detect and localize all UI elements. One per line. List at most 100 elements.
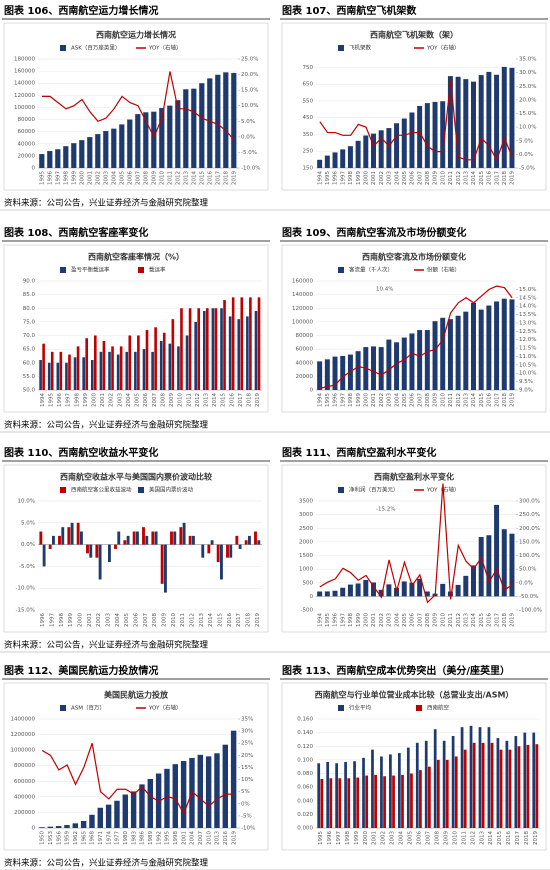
y-tick-label: 2000: [299, 539, 313, 545]
bar: [206, 308, 209, 390]
bar: [501, 298, 507, 390]
x-tick-label: 2011: [448, 171, 454, 185]
bar: [340, 587, 346, 597]
bar: [378, 589, 384, 597]
chart-title: 西南航空客流及市场份额变化: [362, 252, 466, 262]
source: 资料来源：公司公告，兴业证券经济与金融研究院整理: [4, 858, 209, 869]
bar: [424, 591, 430, 597]
chart-title: 西南航空客座率情况（%）: [88, 252, 184, 262]
y-tick-label: 1400000: [11, 717, 36, 723]
bar: [363, 135, 369, 168]
x-tick-label: 2005: [135, 393, 141, 407]
bar: [136, 531, 139, 545]
bar: [70, 522, 74, 545]
bar: [338, 778, 342, 828]
x-tick-label: 2004: [190, 831, 196, 845]
bar: [455, 315, 461, 390]
y2-tick-label: 0%: [241, 801, 250, 807]
bar: [254, 310, 258, 390]
y2-tick-label: 0.0%: [241, 134, 255, 140]
bar: [436, 759, 440, 828]
y-tick-label: 55.0: [23, 374, 36, 380]
x-tick-label: 1997: [336, 831, 342, 845]
legend-label: ASK（百万座英里）: [71, 44, 120, 52]
y-tick-label: 450: [303, 115, 314, 121]
bar: [496, 738, 500, 828]
bar: [230, 730, 237, 828]
x-tick-label: 2018: [502, 393, 508, 407]
x-tick-label: 2016: [487, 171, 493, 185]
x-tick-label: 2005: [402, 393, 408, 407]
x-tick-label: 2002: [379, 393, 385, 407]
x-tick-label: 2016: [223, 831, 229, 845]
bar: [463, 575, 469, 597]
bar: [151, 111, 157, 168]
bar: [226, 544, 229, 558]
bar: [95, 544, 99, 558]
x-tick-label: 2006: [128, 171, 134, 185]
x-tick-label: 2019: [510, 613, 516, 627]
x-tick-label: 1996: [57, 393, 63, 407]
bar: [122, 794, 129, 828]
x-tick-label: 2015: [479, 613, 485, 627]
bar: [389, 754, 392, 828]
bar: [223, 300, 226, 390]
y2-tick-label: 15.0%: [519, 111, 536, 117]
x-tick-label: 1995: [40, 171, 46, 185]
x-tick-label: 1965: [81, 831, 87, 845]
bar: [82, 357, 85, 390]
bar: [47, 362, 51, 390]
legend-swatch: [60, 487, 66, 493]
y-tick-label: 180000: [14, 57, 35, 63]
bar: [229, 544, 233, 558]
bar: [139, 784, 145, 828]
y-tick-label: 75.0: [23, 319, 36, 325]
bar: [335, 763, 338, 828]
bar: [177, 346, 180, 390]
x-tick-label: 1994: [317, 171, 323, 185]
bar: [42, 343, 45, 390]
bar: [85, 338, 88, 390]
y2-tick-label: 30.0%: [519, 70, 536, 76]
y2-tick-label: -100.0%: [519, 608, 542, 614]
y2-tick-label: 35.0%: [519, 57, 536, 63]
bar: [471, 565, 476, 597]
y-tick-label: 50.0: [23, 388, 36, 394]
bar: [386, 339, 392, 390]
bar: [111, 128, 117, 168]
chart-title: 美国民航运力投放: [104, 690, 169, 700]
bar: [182, 522, 186, 545]
x-tick-label: 1996: [333, 393, 339, 407]
x-tick-label: 2007: [198, 831, 204, 845]
bar: [151, 531, 155, 545]
bar: [432, 101, 438, 168]
x-tick-label: 1998: [59, 613, 65, 627]
x-tick-label: 2012: [456, 393, 462, 407]
y-tick-label: 60000: [18, 129, 36, 135]
x-tick-label: 2003: [387, 613, 393, 627]
x-tick-label: 1997: [66, 393, 72, 407]
bar: [332, 356, 338, 390]
bar: [463, 749, 467, 828]
bar: [145, 535, 149, 545]
y-tick-label: 0.080: [297, 771, 313, 777]
x-tick-label: 2006: [417, 831, 423, 845]
x-tick-label: 2014: [471, 613, 477, 627]
x-tick-label: 2000: [364, 393, 370, 407]
y2-tick-label: 11.5%: [519, 346, 536, 352]
bar: [220, 544, 223, 580]
x-tick-label: 2014: [192, 171, 198, 185]
x-tick-label: 2001: [88, 171, 94, 185]
y2-tick-label: 35%: [241, 717, 253, 723]
bar: [205, 756, 212, 828]
bar: [76, 522, 80, 545]
bar: [142, 527, 145, 545]
bar: [94, 335, 97, 390]
y-tick-label: 120000: [292, 306, 313, 312]
x-tick-label: 2008: [425, 393, 431, 407]
y2-tick-label: 30%: [241, 729, 253, 735]
x-tick-label: 2007: [426, 831, 432, 845]
bar: [371, 582, 376, 597]
bar: [39, 360, 42, 390]
bar: [207, 78, 213, 168]
